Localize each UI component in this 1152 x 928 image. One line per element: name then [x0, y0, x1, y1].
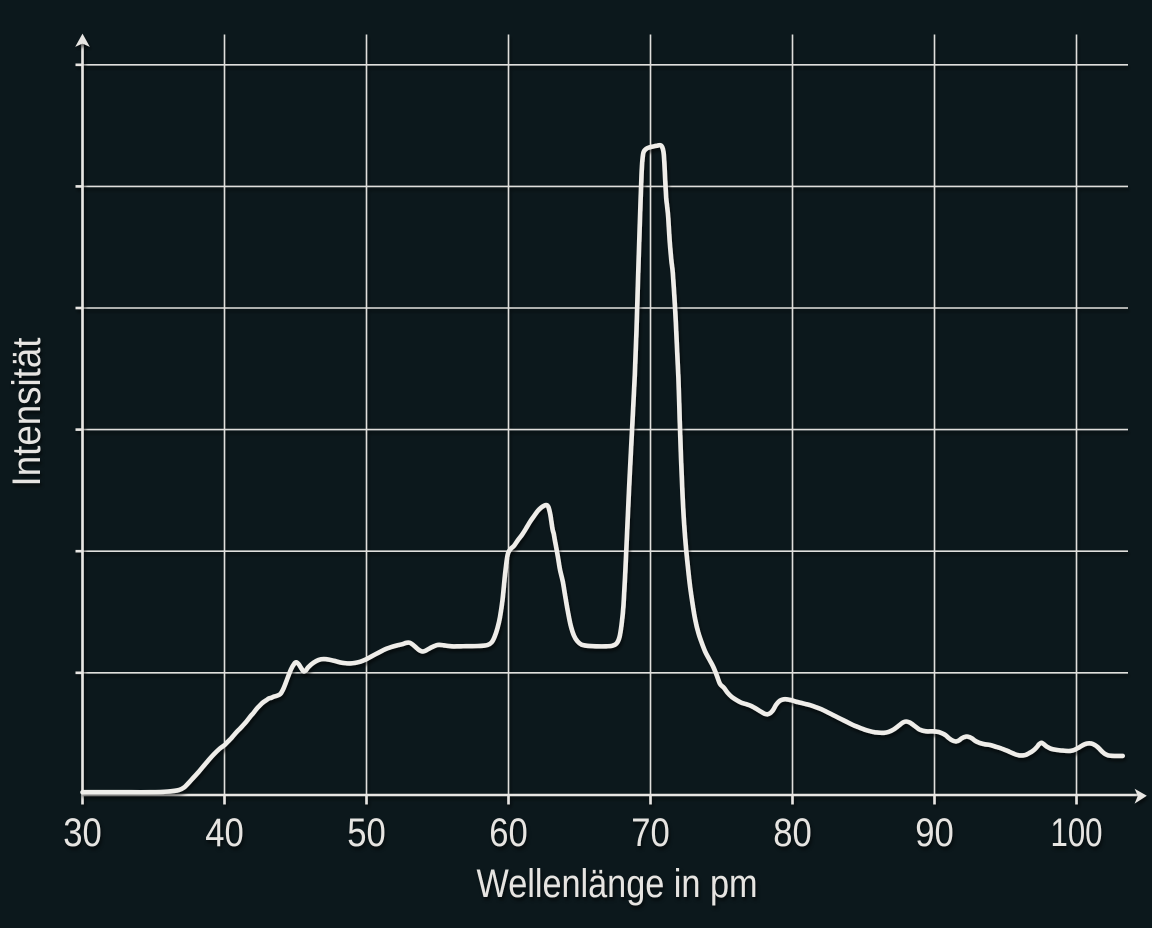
svg-text:30: 30	[63, 811, 102, 855]
svg-text:50: 50	[347, 811, 386, 855]
svg-text:70: 70	[631, 811, 670, 855]
svg-text:60: 60	[489, 811, 528, 855]
svg-text:80: 80	[773, 811, 812, 855]
svg-text:100: 100	[1051, 811, 1103, 855]
svg-text:Intensität: Intensität	[5, 338, 49, 487]
svg-text:90: 90	[915, 811, 954, 855]
svg-text:40: 40	[205, 811, 244, 855]
svg-text:Wellenlänge in pm: Wellenlänge in pm	[477, 862, 758, 906]
